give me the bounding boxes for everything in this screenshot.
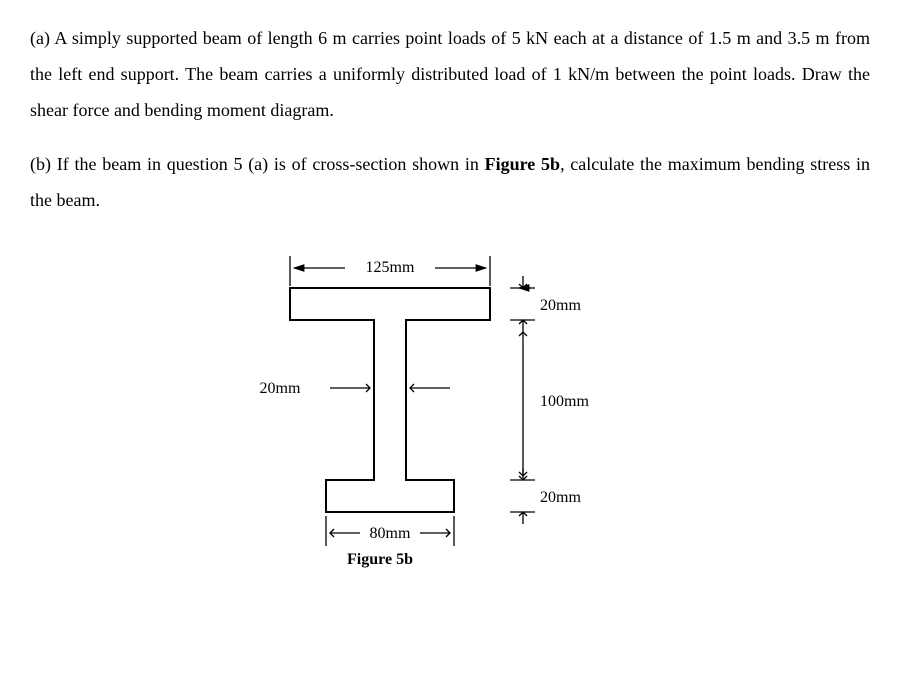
figure-ref: Figure 5b — [485, 154, 560, 174]
label-web-thickness: 20mm — [260, 380, 301, 397]
dim-top-width: 125mm — [290, 256, 490, 286]
paragraph-b-pre: (b) If the beam in question 5 (a) is of … — [30, 154, 485, 174]
dim-bottom-width: 80mm — [326, 516, 454, 546]
label-top-thickness: 20mm — [540, 297, 581, 314]
dim-bottom-thickness: 20mm — [510, 468, 581, 524]
label-top-width: 125mm — [366, 259, 415, 276]
dim-web-thickness: 20mm — [260, 380, 450, 397]
paragraph-b: (b) If the beam in question 5 (a) is of … — [30, 146, 870, 218]
figure-5b: 125mm 20mm 100mm — [230, 238, 730, 598]
i-beam-svg: 125mm 20mm 100mm — [230, 238, 730, 568]
i-beam-outline — [290, 288, 490, 512]
dim-top-thickness: 20mm — [510, 276, 581, 332]
label-web-height: 100mm — [540, 393, 589, 410]
label-bottom-thickness: 20mm — [540, 489, 581, 506]
paragraph-a: (a) A simply supported beam of length 6 … — [30, 20, 870, 128]
dim-web-height: 100mm — [510, 332, 589, 480]
figure-caption: Figure 5b — [347, 551, 413, 568]
label-bottom-width: 80mm — [370, 525, 411, 542]
